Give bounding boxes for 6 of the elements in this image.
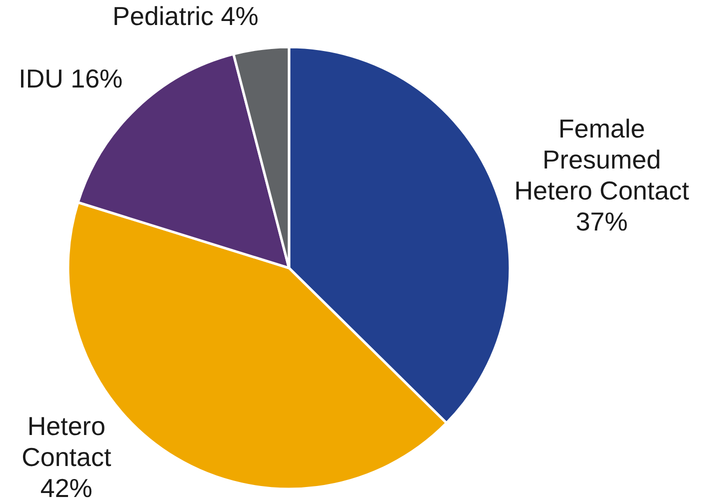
data-label: 42% — [40, 472, 92, 503]
data-label: 37% — [576, 206, 628, 237]
slice-label: Hetero Contact — [22, 410, 112, 472]
slice-label: Female Presumed Hetero Contact — [514, 114, 690, 206]
slice-label: Pediatric 4% — [112, 0, 258, 31]
slice-label: IDU 16% — [18, 63, 123, 94]
